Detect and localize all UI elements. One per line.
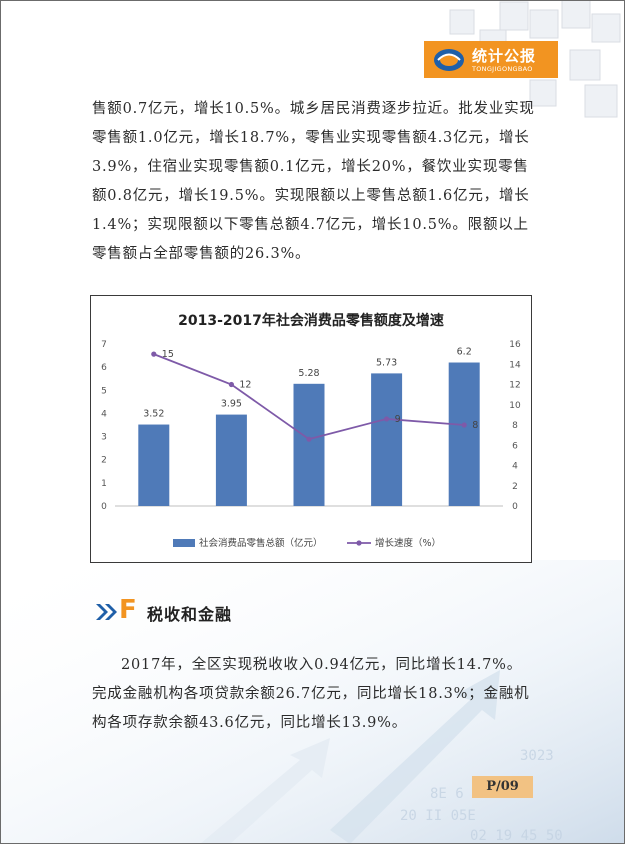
- svg-text:20 II 05E: 20 II 05E: [400, 808, 476, 824]
- y-right-tick-label: 8: [512, 421, 518, 431]
- legend-line-marker: [356, 540, 362, 546]
- line-data-label: 9: [395, 414, 401, 425]
- badge-title: 统计公报: [472, 47, 537, 65]
- y-left-tick-label: 2: [101, 456, 107, 466]
- header-badge: 统计公报 TONGJIGONGBAO: [424, 41, 558, 78]
- y-right-tick-label: 16: [509, 340, 521, 350]
- y-right-tick-label: 0: [512, 502, 518, 512]
- bar: [138, 424, 170, 506]
- bar-data-label: 3.95: [221, 399, 242, 410]
- chevron-right-icon: [96, 604, 117, 620]
- section-title: 税收和金融: [147, 605, 233, 624]
- paragraph-tax-finance: 2017年，全区实现税收收入0.94亿元，同比增长14.7%。完成金融机构各项贷…: [92, 657, 530, 731]
- chart-title: 2013-2017年社会消费品零售额度及增速: [178, 313, 444, 329]
- y-left-tick-label: 6: [101, 363, 107, 373]
- legend-bar-swatch: [173, 539, 195, 547]
- chart-svg: 0123456702468101214163.523.955.285.736.2…: [101, 340, 521, 549]
- svg-text:3023: 3023: [520, 748, 554, 764]
- logo-icon: [434, 49, 464, 71]
- y-right-tick-label: 14: [509, 360, 521, 370]
- y-right-tick-label: 2: [512, 482, 518, 492]
- bar: [215, 414, 247, 506]
- bar-data-label: 5.73: [376, 357, 397, 368]
- background-decoration: 20 II 05E 8E 6 3 2 3023 02 19 45 50: [0, 560, 625, 844]
- y-right-tick-label: 10: [509, 401, 521, 411]
- line-point: [151, 351, 157, 357]
- line-point: [461, 422, 467, 428]
- badge-subtitle: TONGJIGONGBAO: [472, 65, 533, 73]
- line-data-label: 12: [239, 380, 251, 391]
- bar-data-label: 5.28: [298, 368, 319, 379]
- paragraph-retail: 售额0.7亿元，增长10.5%。城乡居民消费逐步拉近。批发业实现零售额1.0亿元…: [92, 101, 535, 262]
- bar-data-label: 3.52: [143, 409, 164, 420]
- y-right-tick-label: 6: [512, 441, 518, 451]
- line-point: [306, 436, 312, 442]
- line-point: [384, 416, 390, 422]
- legend-line-label: 增长速度（%）: [375, 537, 441, 549]
- section-letter: F: [119, 595, 137, 625]
- svg-text:02 19 45 50: 02 19 45 50: [470, 828, 563, 844]
- chart-container: 2013-2017年社会消费品零售额度及增速 0 1 2 3 4 5 6 7 0 2 4 6 8 10 12…: [90, 295, 532, 563]
- bar: [448, 362, 480, 506]
- y-left-tick-label: 1: [101, 479, 107, 489]
- line-data-label: 8: [472, 420, 478, 431]
- bar-data-label: 6.2: [457, 347, 472, 358]
- line-point: [228, 381, 234, 388]
- bar: [293, 383, 325, 506]
- y-right-tick-label: 12: [509, 381, 520, 391]
- cube-decoration: [449, 0, 621, 118]
- y-right-tick-label: 4: [512, 462, 518, 472]
- page-number: P/09: [472, 776, 533, 798]
- y-left-tick-label: 7: [101, 340, 107, 350]
- y-left-tick-label: 0: [101, 502, 107, 512]
- legend-bar-label: 社会消费品零售总额（亿元）: [199, 537, 323, 549]
- y-left-tick-label: 3: [101, 433, 107, 443]
- y-left-tick-label: 5: [101, 386, 107, 396]
- line-data-label: 15: [162, 349, 174, 360]
- y-left-tick-label: 4: [101, 409, 107, 419]
- bar: [371, 373, 403, 506]
